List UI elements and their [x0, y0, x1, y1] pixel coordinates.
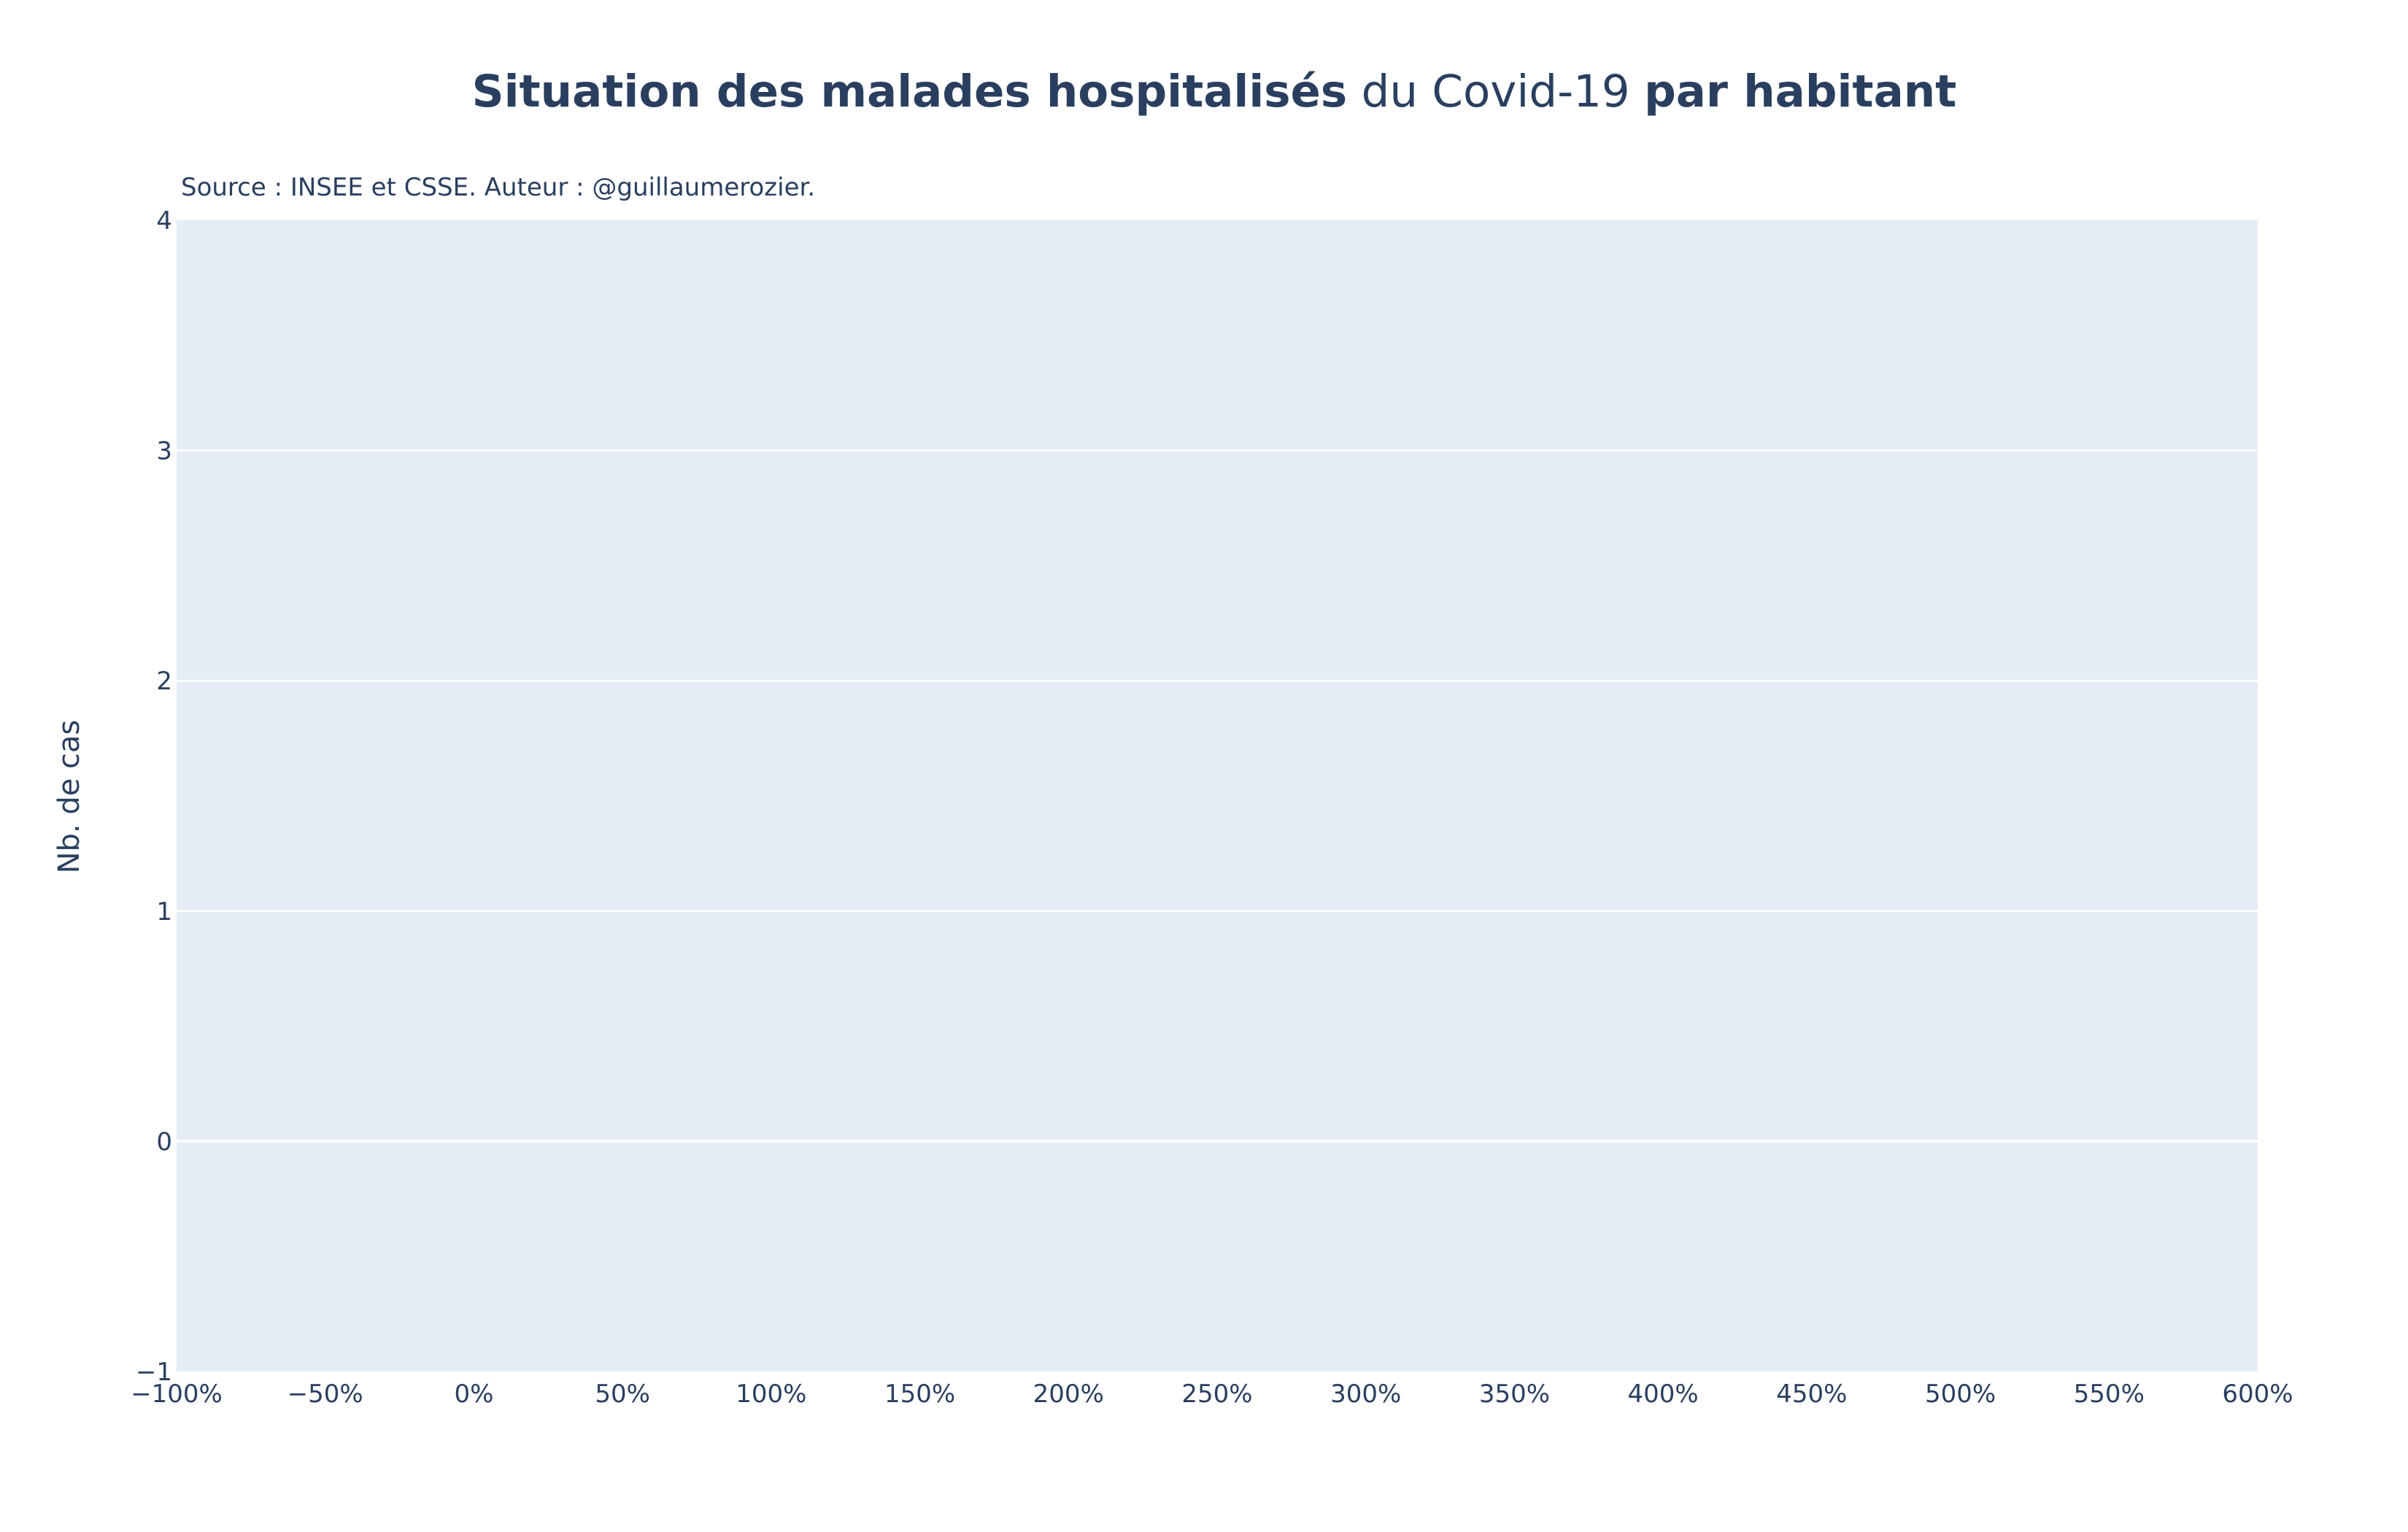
- chart-subtitle: Source : INSEE et CSSE. Auteur : @guilla…: [181, 173, 815, 202]
- y-tick-label: −1: [136, 1358, 172, 1387]
- y-axis-title: Nb. de cas: [53, 720, 86, 874]
- x-tick-label: 150%: [884, 1380, 955, 1409]
- x-tick-label: 250%: [1181, 1380, 1252, 1409]
- y-axis-ticks: −1 0 1 2 3 4: [136, 206, 172, 1387]
- x-tick-label: 600%: [2222, 1380, 2293, 1409]
- y-tick-label: 4: [156, 206, 172, 236]
- x-tick-label: 350%: [1479, 1380, 1550, 1409]
- y-tick-label: 1: [156, 897, 172, 926]
- x-tick-label: 450%: [1776, 1380, 1847, 1409]
- x-tick-label: 550%: [2074, 1380, 2145, 1409]
- x-tick-label: 300%: [1330, 1380, 1401, 1409]
- grid-lines: [177, 449, 2258, 1143]
- x-tick-label: −50%: [288, 1380, 363, 1409]
- x-tick-label: 200%: [1033, 1380, 1104, 1409]
- x-axis-ticks: −100% −50% 0% 50% 100% 150% 200% 250% 300% 350% 40…: [131, 1380, 2293, 1409]
- x-tick-label: 100%: [736, 1380, 806, 1409]
- chart-title-part-3: par habitant: [1644, 66, 1956, 117]
- chart-title: Situation des malades hospitalisés du Co…: [472, 66, 1957, 117]
- x-tick-label: 500%: [1925, 1380, 1996, 1409]
- chart-title-part-2: du Covid-19: [1347, 66, 1644, 117]
- x-tick-label: 0%: [454, 1380, 493, 1409]
- y-tick-label: 0: [156, 1127, 172, 1156]
- plot-area: [177, 220, 2258, 1372]
- y-tick-label: 2: [156, 667, 172, 696]
- x-tick-label: −100%: [131, 1380, 223, 1409]
- x-tick-label: 50%: [595, 1380, 650, 1409]
- x-tick-label: 400%: [1628, 1380, 1699, 1409]
- y-tick-label: 3: [156, 437, 172, 466]
- chart-title-part-1: Situation des malades hospitalisés: [472, 66, 1348, 117]
